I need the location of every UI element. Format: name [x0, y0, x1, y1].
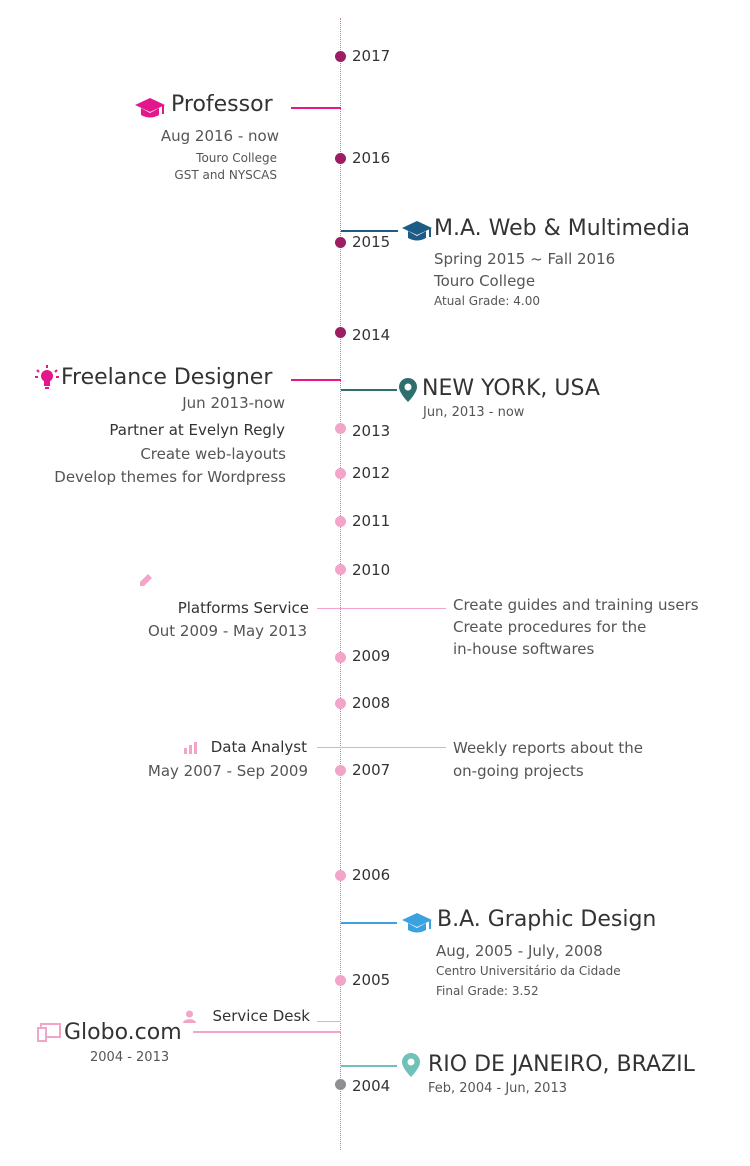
- year-label: 2009: [352, 647, 391, 665]
- year-label: 2004: [352, 1077, 391, 1095]
- entry-org: Centro Universitário da Cidade: [436, 964, 621, 978]
- entry-title: RIO DE JANEIRO, BRAZIL: [428, 1052, 695, 1077]
- map-pin-icon: [402, 1053, 420, 1077]
- timeline-axis: [340, 18, 341, 1150]
- entry-title: B.A. Graphic Design: [437, 907, 657, 932]
- year-dot-2014: [335, 327, 346, 338]
- entry-task: Create web-layouts: [140, 445, 286, 463]
- year-label: 2013: [352, 422, 391, 440]
- year-dot-2015: [335, 237, 346, 248]
- graduation-cap-icon: [402, 221, 432, 241]
- entry-desc: Create procedures for the: [453, 618, 647, 636]
- entry-desc: in-house softwares: [453, 640, 595, 658]
- connector-line: [317, 1021, 341, 1022]
- entry-period: Spring 2015 ~ Fall 2016: [434, 250, 616, 268]
- year-label: 2007: [352, 761, 391, 779]
- connector-line: [317, 608, 446, 609]
- year-dot-2013: [335, 423, 346, 434]
- year-label: 2010: [352, 561, 391, 579]
- year-dot-2011: [335, 516, 346, 527]
- year-dot-2005: [335, 975, 346, 986]
- pencil-icon: [140, 574, 152, 586]
- connector-line: [341, 389, 397, 391]
- map-pin-icon: [399, 378, 417, 402]
- year-label: 2016: [352, 149, 391, 167]
- entry-period: Out 2009 - May 2013: [147, 622, 307, 640]
- entry-desc: on-going projects: [453, 762, 584, 780]
- graduation-cap-icon: [402, 913, 432, 933]
- connector-line: [341, 1065, 397, 1067]
- entry-period: Aug, 2005 - July, 2008: [436, 942, 603, 960]
- entry-dept: GST and NYSCAS: [174, 168, 277, 182]
- year-label: 2014: [352, 326, 391, 344]
- year-label: 2005: [352, 971, 391, 989]
- connector-line: [291, 107, 341, 109]
- year-dot-2017: [335, 51, 346, 62]
- year-dot-2010: [335, 564, 346, 575]
- connector-line: [341, 922, 397, 924]
- lightbulb-icon: [35, 365, 59, 389]
- entry-period: Aug 2016 - now: [160, 127, 279, 145]
- entry-period: 2004 - 2013: [90, 1050, 170, 1065]
- entry-period: Feb, 2004 - Jun, 2013: [428, 1081, 567, 1096]
- entry-period: May 2007 - Sep 2009: [147, 762, 308, 780]
- connector-line: [317, 747, 446, 748]
- entry-title: Freelance Designer: [61, 365, 273, 390]
- entry-partner: Partner at Evelyn Regly: [109, 421, 285, 439]
- entry-grade: Final Grade: 3.52: [436, 984, 539, 998]
- connector-line: [291, 379, 341, 381]
- entry-desc: Weekly reports about the: [453, 739, 643, 757]
- year-dot-2016: [335, 153, 346, 164]
- monitor-icon: [37, 1023, 61, 1042]
- entry-task: Develop themes for Wordpress: [54, 468, 286, 486]
- year-dot-2007: [335, 765, 346, 776]
- year-dot-2008: [335, 698, 346, 709]
- entry-title: Platforms Service: [177, 599, 309, 617]
- entry-grade: Atual Grade: 4.00: [434, 294, 540, 308]
- entry-title: Data Analyst: [210, 738, 307, 756]
- year-label: 2017: [352, 47, 391, 65]
- bar-chart-icon: [184, 742, 197, 754]
- year-label: 2012: [352, 464, 391, 482]
- year-label: 2008: [352, 694, 391, 712]
- connector-line: [193, 1031, 341, 1033]
- connector-line: [341, 230, 398, 232]
- entry-title: Globo.com: [64, 1020, 182, 1045]
- year-dot-2004: [335, 1079, 346, 1090]
- year-label: 2011: [352, 512, 391, 530]
- entry-title: Service Desk: [212, 1007, 311, 1025]
- entry-period: Jun 2013-now: [182, 394, 285, 412]
- graduation-cap-icon: [135, 98, 165, 118]
- year-dot-2012: [335, 468, 346, 479]
- entry-org: Touro College: [434, 272, 536, 290]
- entry-title: M.A. Web & Multimedia: [434, 216, 691, 241]
- entry-org: Touro College: [196, 151, 277, 165]
- entry-title: Professor: [171, 92, 273, 117]
- year-dot-2006: [335, 870, 346, 881]
- user-icon: [183, 1010, 196, 1023]
- year-dot-2009: [335, 652, 346, 663]
- entry-title: NEW YORK, USA: [422, 376, 600, 401]
- year-label: 2006: [352, 866, 391, 884]
- year-label: 2015: [352, 233, 391, 251]
- entry-desc: Create guides and training users: [453, 596, 699, 614]
- entry-period: Jun, 2013 - now: [423, 405, 525, 420]
